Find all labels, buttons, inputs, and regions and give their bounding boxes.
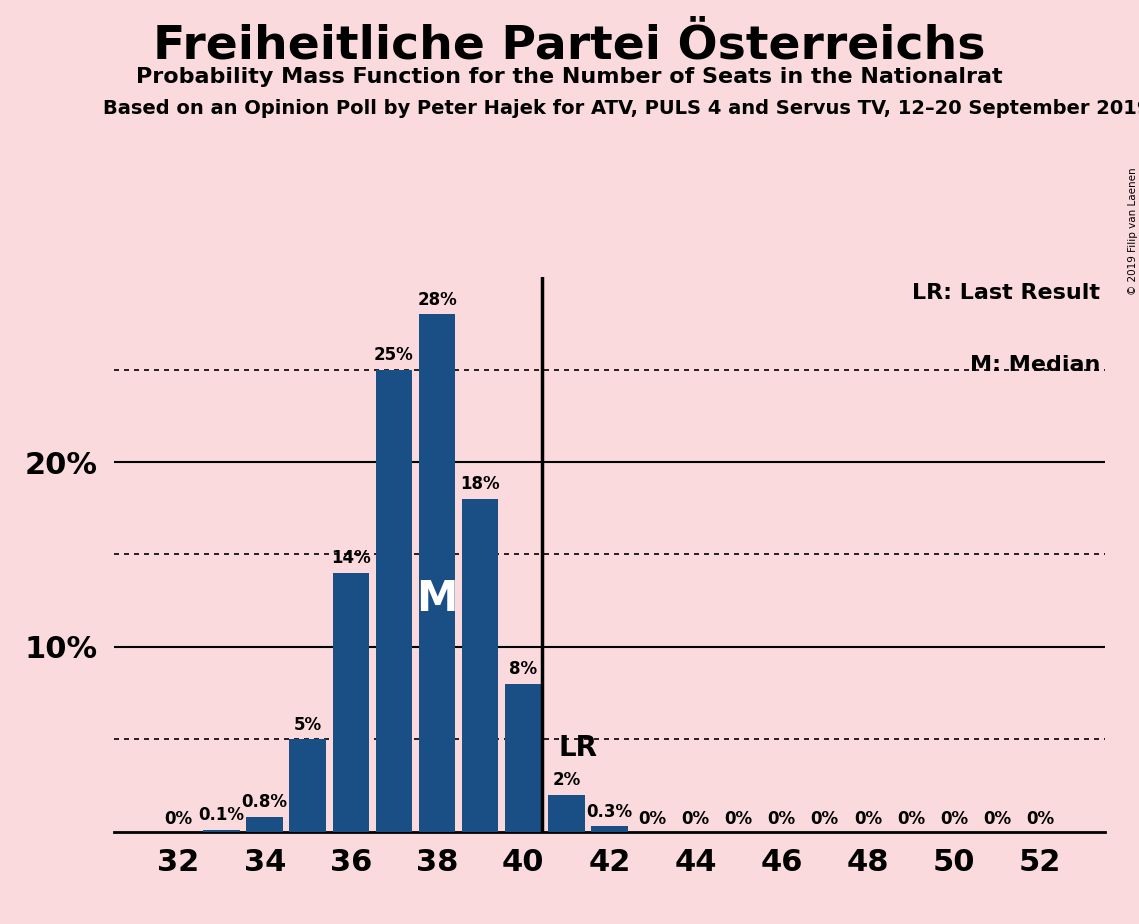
Bar — [461, 499, 499, 832]
Text: 28%: 28% — [417, 291, 457, 309]
Text: 0%: 0% — [768, 810, 796, 828]
Bar — [376, 370, 412, 832]
Text: 0%: 0% — [638, 810, 666, 828]
Text: 2%: 2% — [552, 772, 581, 789]
Text: 8%: 8% — [509, 661, 538, 678]
Text: 0%: 0% — [940, 810, 968, 828]
Text: 0%: 0% — [983, 810, 1011, 828]
Text: M: M — [416, 578, 458, 620]
Bar — [591, 826, 628, 832]
Text: 5%: 5% — [294, 716, 322, 734]
Text: Freiheitliche Partei Österreichs: Freiheitliche Partei Österreichs — [154, 23, 985, 68]
Text: © 2019 Filip van Laenen: © 2019 Filip van Laenen — [1129, 167, 1138, 295]
Text: 0%: 0% — [1026, 810, 1055, 828]
Text: LR: LR — [559, 735, 598, 762]
Text: 25%: 25% — [374, 346, 413, 364]
Bar — [333, 573, 369, 832]
Text: Probability Mass Function for the Number of Seats in the Nationalrat: Probability Mass Function for the Number… — [137, 67, 1002, 88]
Bar — [505, 684, 541, 832]
Text: 0%: 0% — [681, 810, 710, 828]
Bar — [246, 817, 282, 832]
Bar — [419, 314, 456, 832]
Text: LR: Last Result: LR: Last Result — [912, 283, 1100, 303]
Text: 0.8%: 0.8% — [241, 794, 288, 811]
Text: 0%: 0% — [164, 810, 192, 828]
Text: 0%: 0% — [896, 810, 925, 828]
Text: Based on an Opinion Poll by Peter Hajek for ATV, PULS 4 and Servus TV, 12–20 Sep: Based on an Opinion Poll by Peter Hajek … — [103, 99, 1139, 118]
Text: 0%: 0% — [854, 810, 882, 828]
Text: 0%: 0% — [811, 810, 838, 828]
Text: 0.1%: 0.1% — [198, 807, 245, 824]
Bar — [289, 739, 326, 832]
Text: M: Median: M: Median — [969, 355, 1100, 375]
Bar — [203, 830, 240, 832]
Text: 14%: 14% — [331, 550, 370, 567]
Text: 0%: 0% — [724, 810, 753, 828]
Text: 18%: 18% — [460, 476, 500, 493]
Bar — [548, 795, 584, 832]
Text: 0.3%: 0.3% — [587, 803, 632, 821]
